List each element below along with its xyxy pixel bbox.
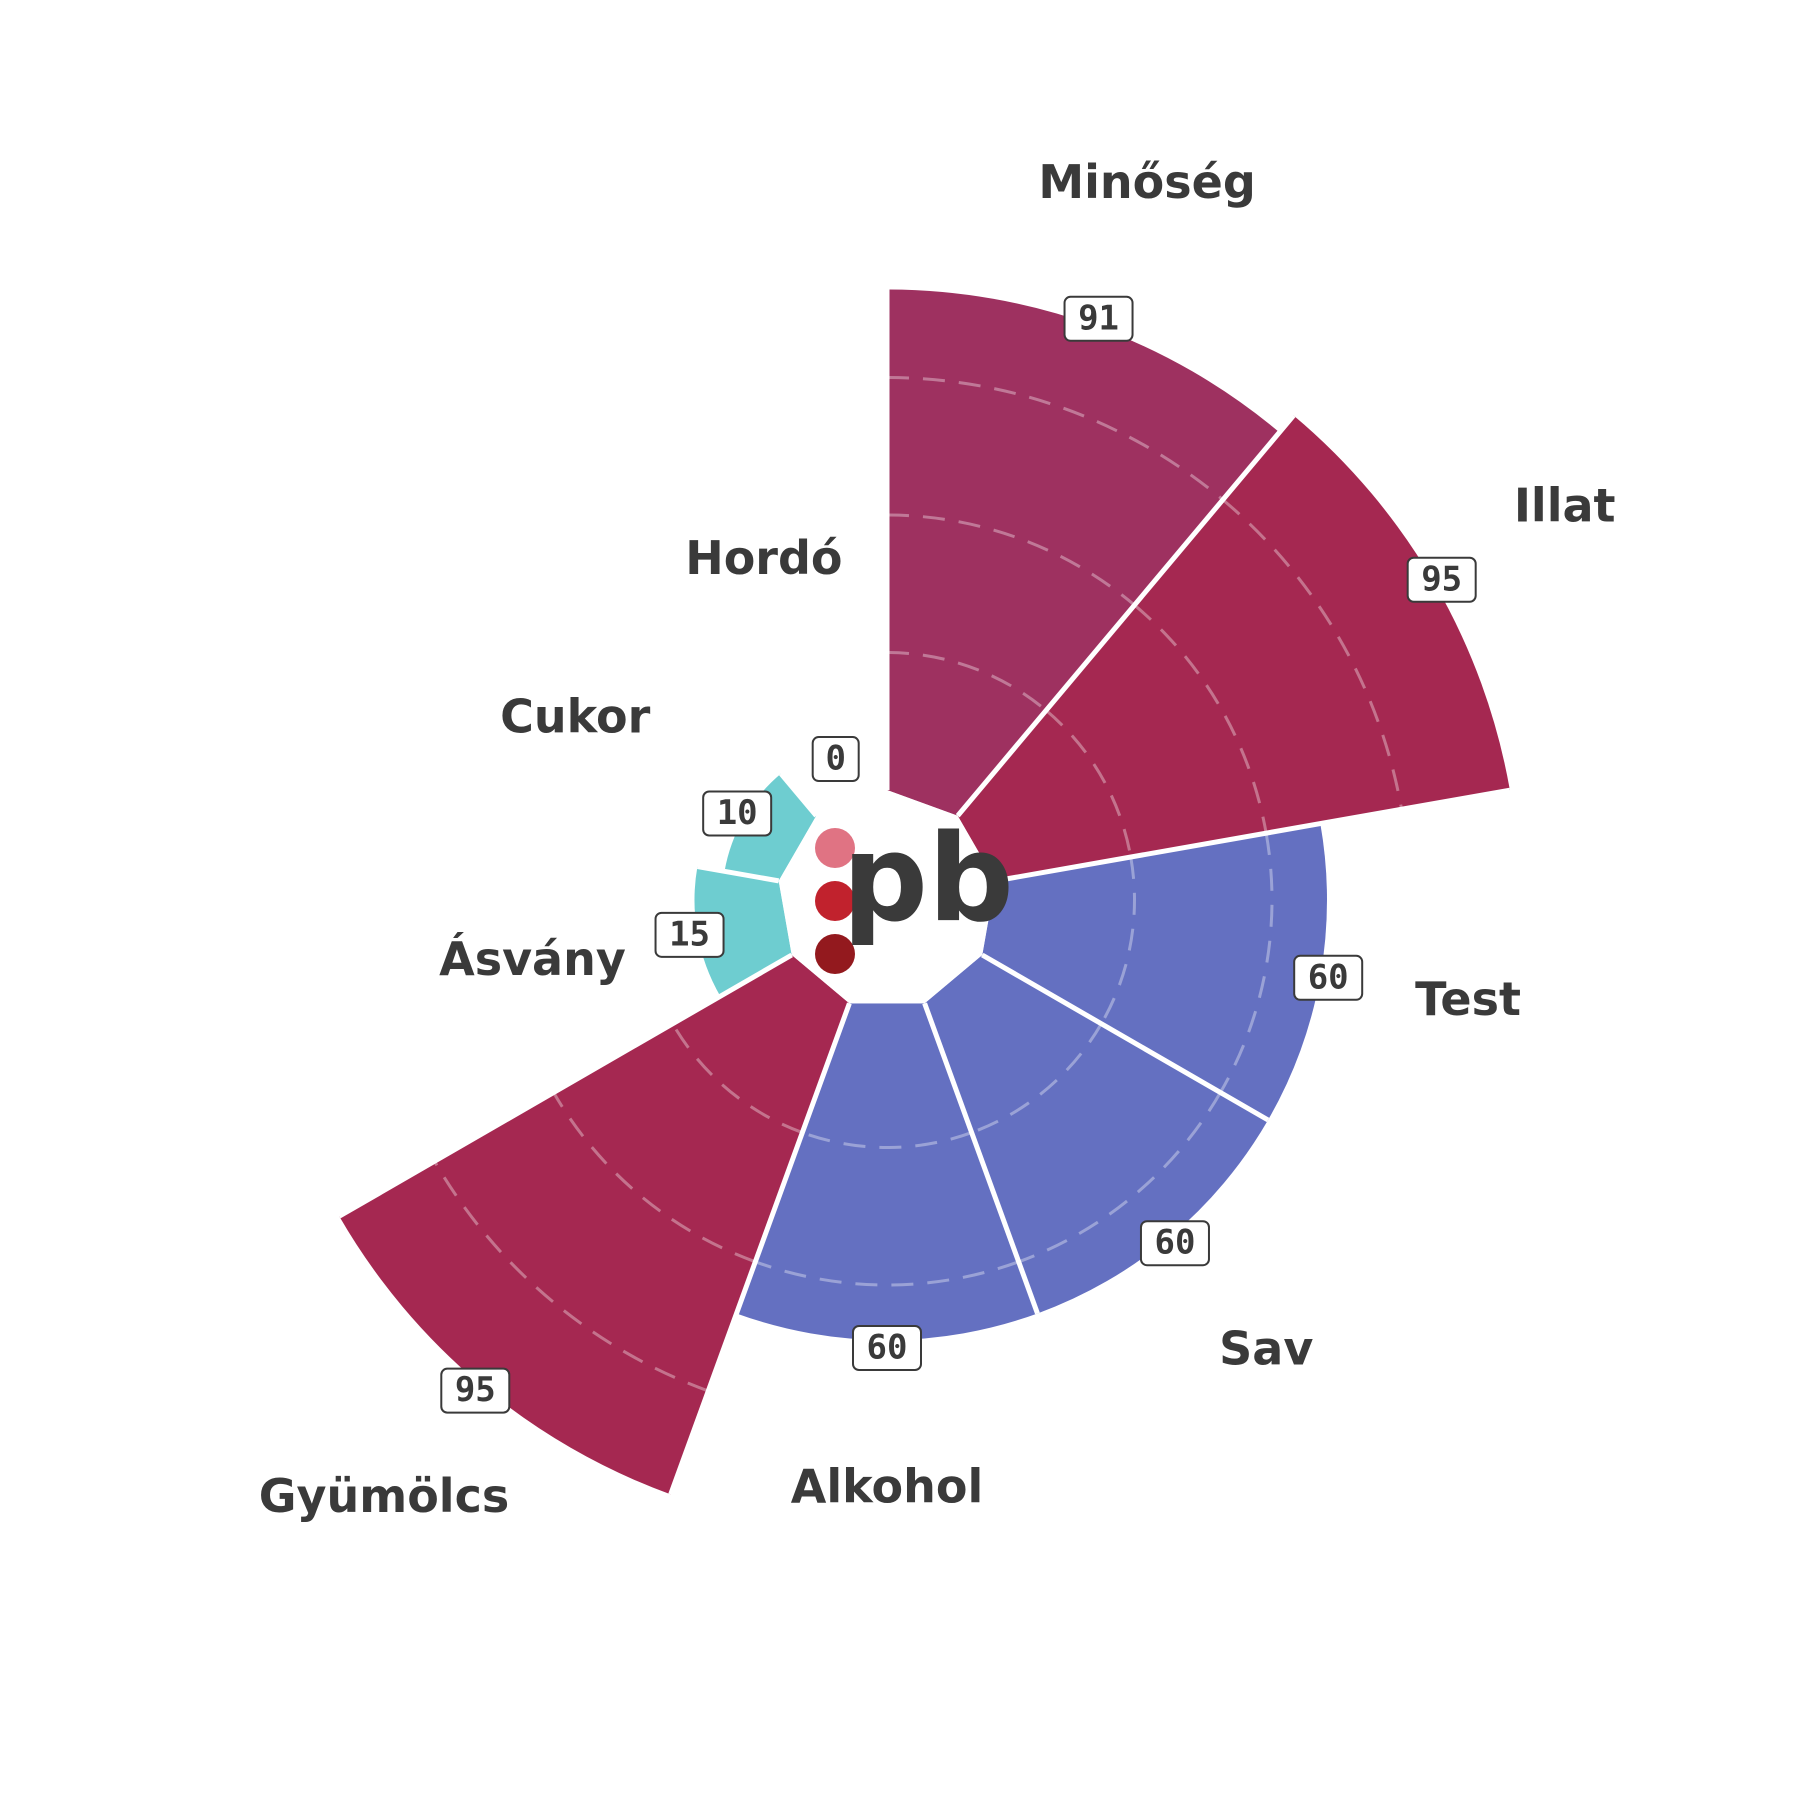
logo-dot xyxy=(815,881,855,921)
sector-separator xyxy=(337,952,793,1219)
grid-arc xyxy=(886,651,1048,712)
category-label: Ásvány xyxy=(439,932,626,986)
sector-5 xyxy=(339,955,850,1495)
category-label: Gyümölcs xyxy=(259,1469,509,1523)
value-label: 95 xyxy=(1421,559,1462,599)
value-box xyxy=(1293,954,1364,1001)
sector-separator xyxy=(994,787,1511,884)
value-box xyxy=(702,790,773,837)
sector-separator xyxy=(668,1002,852,1496)
grid-arc xyxy=(754,1260,1020,1287)
separators-layer xyxy=(337,289,1511,1496)
grid-arc xyxy=(1045,709,1133,858)
grid-arc xyxy=(886,376,1224,501)
category-labels: Minőség Illat Test Sav Alkohol Gyümölcs Ásvány… xyxy=(259,155,1616,1523)
grid-arc xyxy=(971,1022,1103,1134)
category-label: Cukor xyxy=(500,690,650,744)
logo-dot xyxy=(815,828,855,868)
logo-dot xyxy=(815,934,855,974)
grid-layer xyxy=(433,376,1404,1393)
sector-separator xyxy=(779,771,819,818)
category-label: Hordó xyxy=(685,531,842,585)
grid-arc xyxy=(1219,832,1274,1094)
value-label: 60 xyxy=(1308,957,1349,997)
value-box xyxy=(1063,295,1134,342)
category-label: Illat xyxy=(1514,478,1616,532)
grid-arc xyxy=(1133,603,1268,834)
category-label: Test xyxy=(1415,972,1521,1026)
sector-separator xyxy=(981,952,1270,1123)
value-label: 0 xyxy=(825,739,845,779)
value-label: 91 xyxy=(1078,298,1119,338)
value-box xyxy=(1139,1220,1210,1267)
sector-4 xyxy=(736,1003,1038,1340)
sector-separator xyxy=(955,413,1296,818)
value-label: 10 xyxy=(717,793,758,833)
grid-arc xyxy=(552,1091,756,1264)
sector-separator xyxy=(696,864,780,884)
category-label: Minőség xyxy=(1038,155,1255,209)
grid-arc xyxy=(671,1022,803,1134)
logo: pb xyxy=(815,810,1014,974)
value-labels: 91 95 60 60 60 95 15 10 0 xyxy=(440,295,1477,1414)
grid-arc xyxy=(1221,498,1404,810)
value-box xyxy=(1406,556,1477,603)
value-box xyxy=(654,911,725,958)
grid-arc xyxy=(433,1160,709,1393)
grid-arc xyxy=(886,513,1136,607)
category-label: Alkohol xyxy=(791,1460,983,1514)
grid-arc xyxy=(1100,856,1136,1025)
value-label: 60 xyxy=(1154,1223,1195,1263)
sector-separator xyxy=(922,1002,1040,1315)
grid-arc xyxy=(801,1131,973,1149)
sector-1 xyxy=(957,415,1510,881)
sector-6 xyxy=(694,866,792,997)
logo-text: pb xyxy=(842,810,1014,949)
grid-arc xyxy=(1018,1091,1222,1264)
value-label: 15 xyxy=(669,914,710,954)
value-box xyxy=(852,1325,922,1371)
value-label: 95 xyxy=(455,1370,496,1410)
sector-0 xyxy=(887,289,1280,816)
sector-2 xyxy=(982,823,1327,1120)
value-box xyxy=(811,736,860,783)
value-box xyxy=(440,1367,511,1414)
value-label: 60 xyxy=(867,1328,908,1368)
category-label: Sav xyxy=(1219,1321,1313,1375)
